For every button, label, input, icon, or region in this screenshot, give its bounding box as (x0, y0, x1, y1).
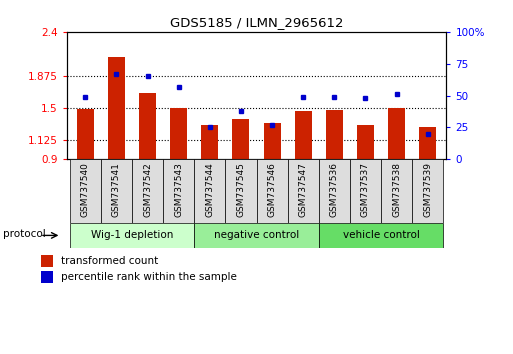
Text: GSM737544: GSM737544 (205, 162, 214, 217)
Bar (319, 159, 350, 223)
Bar (326, 110, 343, 159)
Bar (412, 159, 443, 223)
Text: GSM737540: GSM737540 (81, 162, 90, 217)
Bar (201, 125, 219, 159)
Bar (232, 119, 249, 159)
Text: GSM737537: GSM737537 (361, 162, 370, 217)
Text: GSM737542: GSM737542 (143, 162, 152, 217)
Bar (225, 159, 256, 223)
Bar (256, 159, 288, 223)
Bar (163, 159, 194, 223)
Bar (41, 271, 53, 283)
Bar (319, 223, 443, 248)
Bar (381, 159, 412, 223)
Text: GSM737545: GSM737545 (236, 162, 245, 217)
Bar (357, 125, 374, 159)
Bar (101, 159, 132, 223)
Bar (419, 127, 436, 159)
Text: percentile rank within the sample: percentile rank within the sample (62, 272, 237, 282)
Bar (170, 108, 187, 159)
Text: transformed count: transformed count (62, 256, 159, 266)
Text: GSM737543: GSM737543 (174, 162, 183, 217)
Text: protocol: protocol (3, 229, 46, 239)
Bar (41, 255, 53, 267)
Bar (132, 159, 163, 223)
Title: GDS5185 / ILMN_2965612: GDS5185 / ILMN_2965612 (170, 16, 343, 29)
Bar (264, 123, 281, 159)
Bar (139, 93, 156, 159)
Text: GSM737539: GSM737539 (423, 162, 432, 217)
Bar (77, 109, 94, 159)
Bar (388, 108, 405, 159)
Text: GSM737547: GSM737547 (299, 162, 308, 217)
Bar (288, 159, 319, 223)
Text: GSM737538: GSM737538 (392, 162, 401, 217)
Text: GSM737536: GSM737536 (330, 162, 339, 217)
Bar (70, 223, 194, 248)
Bar (70, 159, 101, 223)
Text: Wig-1 depletion: Wig-1 depletion (91, 230, 173, 240)
Bar (194, 159, 225, 223)
Text: negative control: negative control (214, 230, 299, 240)
Bar (350, 159, 381, 223)
Bar (108, 57, 125, 159)
Text: GSM737546: GSM737546 (268, 162, 277, 217)
Text: vehicle control: vehicle control (343, 230, 420, 240)
Bar (294, 111, 312, 159)
Text: GSM737541: GSM737541 (112, 162, 121, 217)
Bar (194, 223, 319, 248)
